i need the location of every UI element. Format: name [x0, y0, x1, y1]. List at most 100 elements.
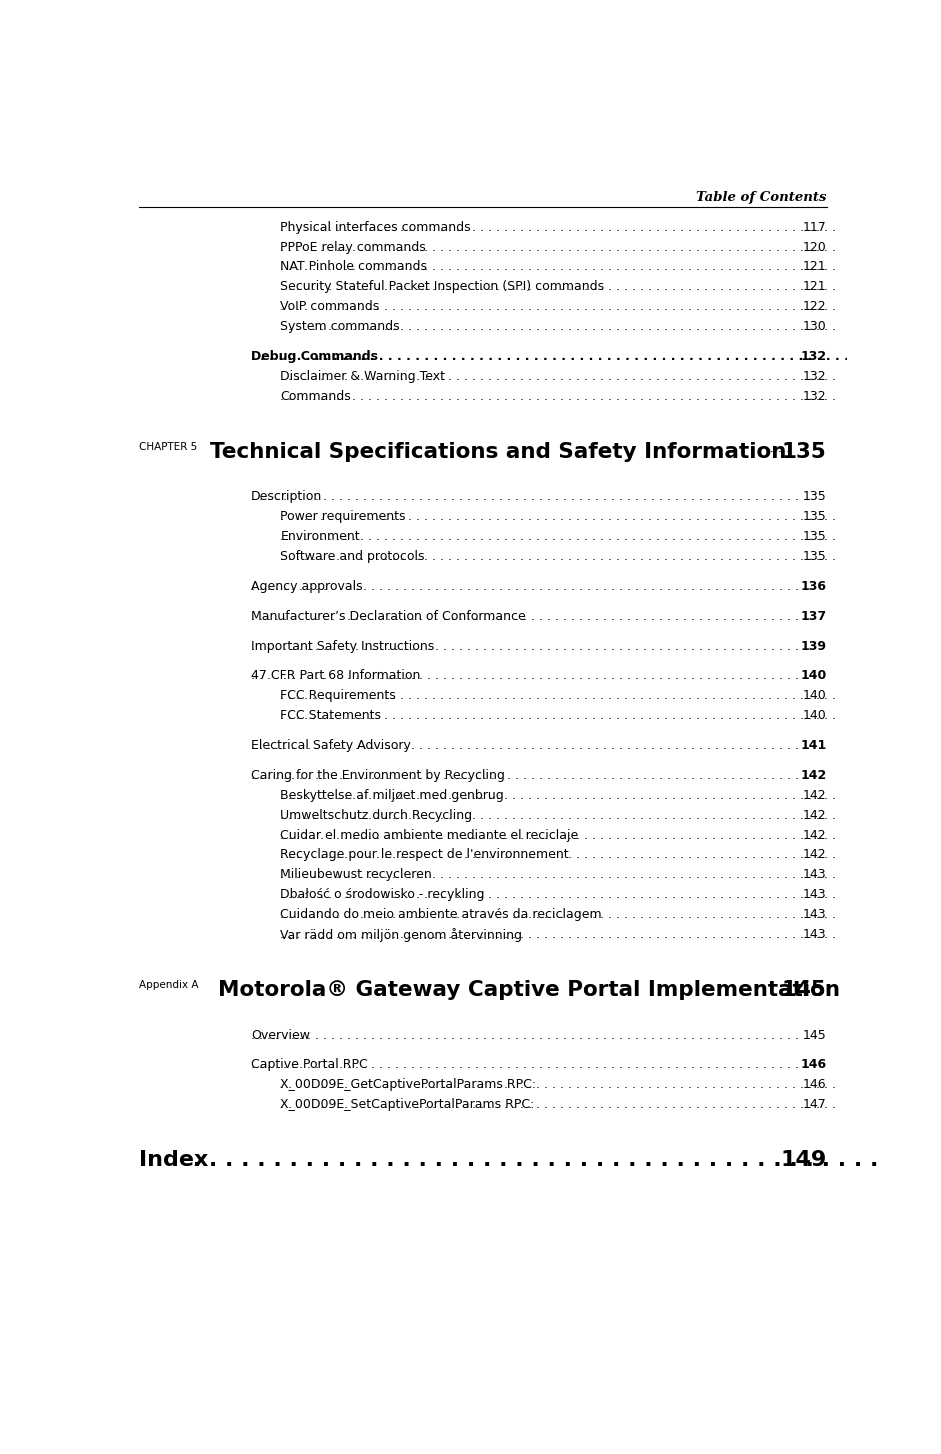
- Text: 132: 132: [803, 369, 827, 382]
- Text: . . . . . . . . . . . . . . . . . . . . . . . . . . . . . . . . . . . . . . . . : . . . . . . . . . . . . . . . . . . . . …: [280, 550, 837, 563]
- Text: . . . . . . . . . . . . . . . . . . . . . . . . . . . . . . . . . . . . . . . . : . . . . . . . . . . . . . . . . . . . . …: [251, 1059, 807, 1072]
- Text: Power requirements: Power requirements: [280, 510, 406, 523]
- Text: FCC Requirements: FCC Requirements: [280, 689, 396, 702]
- Text: 145: 145: [782, 980, 827, 1000]
- Text: 135: 135: [803, 510, 827, 523]
- Text: 142: 142: [803, 808, 827, 822]
- Text: 120: 120: [803, 240, 827, 253]
- Text: 132: 132: [803, 390, 827, 403]
- Text: X_00D09E_GetCaptivePortalParams RPC:: X_00D09E_GetCaptivePortalParams RPC:: [280, 1079, 540, 1092]
- Text: 135: 135: [803, 550, 827, 563]
- Text: 117: 117: [803, 221, 827, 234]
- Text: 135: 135: [782, 442, 827, 462]
- Text: . . . . . . . . . . . . . . . . . . . . . . . . . . . . . . . . . . . . . . . . : . . . . . . . . . . . . . . . . . . . . …: [280, 320, 837, 333]
- Text: . . . . . . . . . . . . . . . . . . . . . . . . . . . . . . . . . . . . . . . . : . . . . . . . . . . . . . . . . . . . . …: [280, 1098, 837, 1111]
- Text: . . .: . . .: [761, 442, 799, 455]
- Text: 141: 141: [801, 739, 827, 752]
- Text: . . . . . . . . . . . . . . . . . . . . . . . . . . . . . . . . . . . . . . . . : . . . . . . . . . . . . . . . . . . . . …: [251, 609, 807, 622]
- Text: Beskyttelse af miljøet med genbrug: Beskyttelse af miljøet med genbrug: [280, 788, 504, 801]
- Text: Caring for the Environment by Recycling: Caring for the Environment by Recycling: [251, 769, 504, 782]
- Text: 140: 140: [803, 710, 827, 723]
- Text: 130: 130: [803, 320, 827, 333]
- Text: System commands: System commands: [280, 320, 400, 333]
- Text: Cuidando do meio ambiente através da reciclagem: Cuidando do meio ambiente através da rec…: [280, 907, 606, 920]
- Text: Motorola® Gateway Captive Portal Implementation: Motorola® Gateway Captive Portal Impleme…: [217, 980, 839, 1000]
- Text: Milieubewust recycleren: Milieubewust recycleren: [280, 868, 432, 881]
- Text: Umweltschutz durch Recycling: Umweltschutz durch Recycling: [280, 808, 476, 822]
- Text: . . . . . . . . . . . . . . . . . . . . . . . . . . . . . . . . . . . . . . . . : . . . . . . . . . . . . . . . . . . . . …: [280, 281, 837, 294]
- Text: Var rädd om miljön genom återvinning: Var rädd om miljön genom återvinning: [280, 928, 522, 942]
- Text: 122: 122: [803, 300, 827, 313]
- Text: . . . . . . . . . . . . . . . . . . . . . . . . . . . . . . . . . . . . . . . . : . . . . . . . . . . . . . . . . . . . . …: [280, 300, 837, 313]
- Text: 121: 121: [803, 281, 827, 294]
- Text: . . . . . . . . . . . . . . . . . . . . . . . . . . . . . . . . . . . . . . . . : . . . . . . . . . . . . . . . . . . . . …: [280, 710, 837, 723]
- Text: 137: 137: [801, 609, 827, 622]
- Text: . . . . . . . . . . . . . . . . . . . . . . . . . . . . . . . . . . . . . . . . : . . . . . . . . . . . . . . . . . . . . …: [185, 1150, 879, 1170]
- Text: . . . . . . . . . . . . . . . . . . . . . . . . . . . . . . . . . . . . . . . . : . . . . . . . . . . . . . . . . . . . . …: [280, 531, 837, 542]
- Text: Manufacturer’s Declaration of Conformance: Manufacturer’s Declaration of Conformanc…: [251, 609, 526, 622]
- Text: PPPoE relay commands: PPPoE relay commands: [280, 240, 430, 253]
- Text: 135: 135: [803, 531, 827, 542]
- Text: . . . . . . . . . . . . . . . . . . . . . . . . . . . . . . . . . . . . . . . . : . . . . . . . . . . . . . . . . . . . . …: [251, 490, 807, 503]
- Text: Appendix A: Appendix A: [138, 980, 198, 990]
- Text: . . . . . . . . . . . . . . . . . . . . . . . . . . . . . . . . . . . . . . . . : . . . . . . . . . . . . . . . . . . . . …: [280, 689, 837, 702]
- Text: Security Stateful Packet Inspection (SPI) commands: Security Stateful Packet Inspection (SPI…: [280, 281, 609, 294]
- Text: . . . . . . . . . . . . . . . . . . . . . . . . . . . . . . . . . . . . . . . . : . . . . . . . . . . . . . . . . . . . . …: [280, 848, 837, 861]
- Text: 143: 143: [803, 868, 827, 881]
- Text: Software and protocols: Software and protocols: [280, 550, 425, 563]
- Text: Technical Specifications and Safety Information: Technical Specifications and Safety Info…: [210, 442, 787, 462]
- Text: . . . . . . . . . . . . . . . . . . . . . . . . . . . . . . . . . . . . . . . . : . . . . . . . . . . . . . . . . . . . . …: [280, 788, 837, 801]
- Text: . . . . . . . . . . . . . . . . . . . . . . . . . . . . . . . . . . . . . . . . : . . . . . . . . . . . . . . . . . . . . …: [280, 260, 837, 273]
- Text: Description: Description: [251, 490, 322, 503]
- Text: . . . . . . . . . . . . . . . . . . . . . . . . . . . . . . . . . . . . . . . . : . . . . . . . . . . . . . . . . . . . . …: [280, 369, 837, 382]
- Text: 139: 139: [801, 640, 827, 653]
- Text: CHAPTER 5: CHAPTER 5: [138, 442, 197, 452]
- Text: . . . . . . . . . . . . . . . . . . . . . . . . . . . . . . . . . . . . . . . . : . . . . . . . . . . . . . . . . . . . . …: [280, 1079, 837, 1092]
- Text: VoIP commands: VoIP commands: [280, 300, 384, 313]
- Text: 142: 142: [803, 788, 827, 801]
- Text: . . . . . . . . . . . . . . . . . . . . . . . . . . . . . . . . . . . . . . . . : . . . . . . . . . . . . . . . . . . . . …: [280, 221, 837, 234]
- Text: 140: 140: [803, 689, 827, 702]
- Text: NAT Pinhole commands: NAT Pinhole commands: [280, 260, 427, 273]
- Text: . . . . . . . . . . . . . . . . . . . . . . . . . . . . . . . . . . . . . . . . : . . . . . . . . . . . . . . . . . . . . …: [280, 240, 837, 253]
- Text: Captive Portal RPC: Captive Portal RPC: [251, 1059, 368, 1072]
- Text: . . . . . . . . . . . . . . . . . . . . . . . . . . . . . . . . . . . . . . . . : . . . . . . . . . . . . . . . . . . . . …: [251, 350, 885, 364]
- Text: 143: 143: [803, 907, 827, 920]
- Text: 143: 143: [803, 888, 827, 901]
- Text: . . . . . . . . . . . . . . . . . . . . . . . . . . . . . . . . . . . . . . . . : . . . . . . . . . . . . . . . . . . . . …: [280, 808, 837, 822]
- Text: 142: 142: [803, 848, 827, 861]
- Text: . . . . . . . . . . . . . . . . . . . . . . . . . . . . . . . . . . . . . . . . : . . . . . . . . . . . . . . . . . . . . …: [280, 868, 837, 881]
- Text: 121: 121: [803, 260, 827, 273]
- Text: Environment: Environment: [280, 531, 360, 542]
- Text: 132: 132: [801, 350, 827, 364]
- Text: Recyclage pour le respect de l'environnement: Recyclage pour le respect de l'environne…: [280, 848, 573, 861]
- Text: . . . . . . . . . . . . . . . . . . . . . . . . . . . . . . . . . . . . . . . . : . . . . . . . . . . . . . . . . . . . . …: [251, 669, 807, 682]
- Text: . . . . . . . . . . . . . . . . . . . . . . . . . . . . . . . . . . . . . . . . : . . . . . . . . . . . . . . . . . . . . …: [280, 829, 837, 842]
- Text: Index: Index: [138, 1150, 208, 1170]
- Text: 47 CFR Part 68 Information: 47 CFR Part 68 Information: [251, 669, 421, 682]
- Text: Table of Contents: Table of Contents: [696, 192, 827, 205]
- Text: Cuidar el medio ambiente mediante el reciclaje: Cuidar el medio ambiente mediante el rec…: [280, 829, 582, 842]
- Text: 143: 143: [803, 928, 827, 941]
- Text: 147: 147: [803, 1098, 827, 1111]
- Text: X_00D09E_SetCaptivePortalParams RPC:: X_00D09E_SetCaptivePortalParams RPC:: [280, 1098, 534, 1111]
- Text: FCC Statements: FCC Statements: [280, 710, 381, 723]
- Text: 149: 149: [780, 1150, 827, 1170]
- Text: . . . . . . . . . . . . . . . . . . . . . . . . . . . . . . . . . . . . . . . . : . . . . . . . . . . . . . . . . . . . . …: [251, 580, 807, 593]
- Text: Important Safety Instructions: Important Safety Instructions: [251, 640, 434, 653]
- Text: . . . . . . . . . . . . . . . . . . . . . . . . . . . . . . . . . . . . . . . . : . . . . . . . . . . . . . . . . . . . . …: [280, 928, 837, 941]
- Text: . . . . . . . . . . . . . . . . . . . . . . . . . . . . . . . . . . . . . . . . : . . . . . . . . . . . . . . . . . . . . …: [280, 907, 837, 920]
- Text: Overview: Overview: [251, 1028, 310, 1041]
- Text: Agency approvals: Agency approvals: [251, 580, 362, 593]
- Text: 146: 146: [801, 1059, 827, 1072]
- Text: . . . . . . . . . . . . . . . . . . . . . . . . . . . . . . . . . . . . . . . . : . . . . . . . . . . . . . . . . . . . . …: [280, 510, 837, 523]
- Text: 142: 142: [803, 829, 827, 842]
- Text: 135: 135: [803, 490, 827, 503]
- Text: . . . . . . . . . . . . . . . . . . . . . . . . . . . . . . . . . . . . . . . . : . . . . . . . . . . . . . . . . . . . . …: [280, 390, 837, 403]
- Text: 136: 136: [801, 580, 827, 593]
- Text: Dbałość o środowisko - recykling: Dbałość o środowisko - recykling: [280, 888, 489, 901]
- Text: 142: 142: [801, 769, 827, 782]
- Text: 146: 146: [803, 1079, 827, 1092]
- Text: Debug Commands: Debug Commands: [251, 350, 378, 364]
- Text: 145: 145: [803, 1028, 827, 1041]
